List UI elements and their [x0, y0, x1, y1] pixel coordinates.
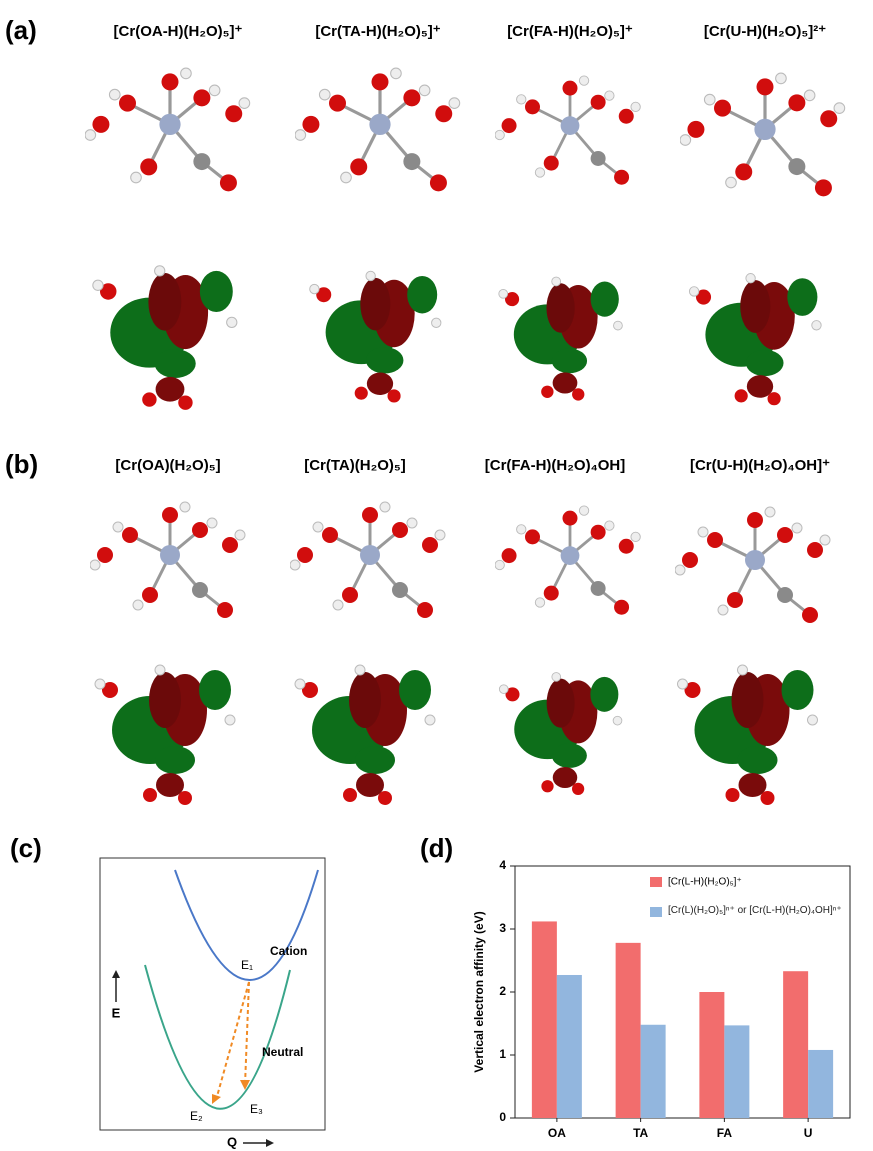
molecule-title: [Cr(FA-H)(H₂O)₅]⁺: [507, 23, 633, 40]
orbital-plot: [678, 665, 818, 805]
y-tick-label: 0: [499, 1110, 506, 1124]
molecule-title: [Cr(U-H)(H₂O)₄OH]⁺: [690, 457, 830, 474]
legend-swatch: [650, 907, 662, 917]
y-tick-label: 3: [499, 921, 506, 935]
x-tick-label: TA: [633, 1126, 648, 1140]
molecule-structure: [680, 73, 845, 196]
molecule-structure: [495, 506, 640, 615]
bar: [783, 971, 808, 1118]
axis-label: Q: [227, 1134, 237, 1149]
legend-label: [Cr(L)(H₂O)₅]ⁿ⁺ or [Cr(L-H)(H₂O)₄OH]ⁿ⁺: [668, 903, 846, 918]
axis-label: E: [112, 1005, 121, 1020]
diagram-frame: [100, 858, 325, 1130]
y-tick-label: 2: [499, 984, 506, 998]
panel-label: (c): [10, 833, 42, 863]
energy-label: E₁: [241, 958, 253, 972]
bar: [699, 992, 724, 1118]
energy-label: E₂: [190, 1109, 203, 1123]
molecule-structure: [90, 502, 245, 618]
arrow-head: [266, 1139, 274, 1147]
y-axis-label: Vertical electron affinity (eV): [472, 911, 486, 1072]
legend-label: [Cr(L-H)(H₂O)₅]⁺: [668, 877, 742, 888]
bar: [808, 1050, 833, 1118]
molecule-title: [Cr(TA-H)(H₂O)₅]⁺: [315, 23, 440, 40]
arrow-head: [112, 970, 120, 978]
orbital-plot: [93, 266, 237, 410]
molecule-structure: [85, 68, 250, 191]
molecule-title: [Cr(OA)(H₂O)₅]: [115, 457, 220, 474]
molecule-structure: [295, 68, 460, 191]
orbital-plot: [499, 277, 623, 401]
curve-label: Cation: [270, 944, 307, 958]
bar: [724, 1025, 749, 1118]
molecule-title: [Cr(FA-H)(H₂O)₄OH]: [485, 457, 625, 474]
orbital-plot: [310, 271, 441, 402]
orbital-plot: [95, 665, 235, 805]
molecule-title: [Cr(OA-H)(H₂O)₅]⁺: [114, 23, 243, 40]
x-tick-label: U: [804, 1126, 813, 1140]
molecule-title: [Cr(U-H)(H₂O)₅]²⁺: [704, 23, 826, 40]
orbital-plot: [689, 274, 821, 406]
orbital-plot: [499, 673, 622, 796]
y-tick-label: 4: [499, 858, 506, 872]
molecule-structure: [675, 507, 830, 623]
arrow-head: [212, 1094, 221, 1104]
neutral-curve: [145, 965, 290, 1109]
figure-canvas: (a) [Cr(OA-H)(H₂O)₅]⁺ [Cr(TA-H)(H₂O)₅]⁺ …: [0, 0, 873, 1151]
x-tick-label: OA: [548, 1126, 566, 1140]
legend-swatch: [650, 877, 662, 887]
molecule-structure: [290, 502, 445, 618]
bar: [641, 1025, 666, 1118]
bar-chart: 0 1 2 3 4 Vertical electron affinity (eV) OA TA…: [472, 858, 850, 1140]
curve-label: Neutral: [262, 1045, 303, 1059]
molecule-title: [Cr(TA)(H₂O)₅]: [304, 457, 406, 474]
orbital-plot: [295, 665, 435, 805]
molecule-structure: [495, 76, 640, 185]
panel-label: (b): [5, 449, 38, 479]
panel-label: (d): [420, 833, 453, 863]
bar: [532, 921, 557, 1118]
y-tick-label: 1: [499, 1047, 506, 1061]
panel-label: (a): [5, 15, 37, 45]
x-tick-label: FA: [717, 1126, 733, 1140]
energy-label: E₃: [250, 1102, 263, 1116]
bar: [616, 943, 641, 1118]
bar: [557, 975, 582, 1118]
figure: (a) [Cr(OA-H)(H₂O)₅]⁺ [Cr(TA-H)(H₂O)₅]⁺ …: [0, 0, 873, 1151]
